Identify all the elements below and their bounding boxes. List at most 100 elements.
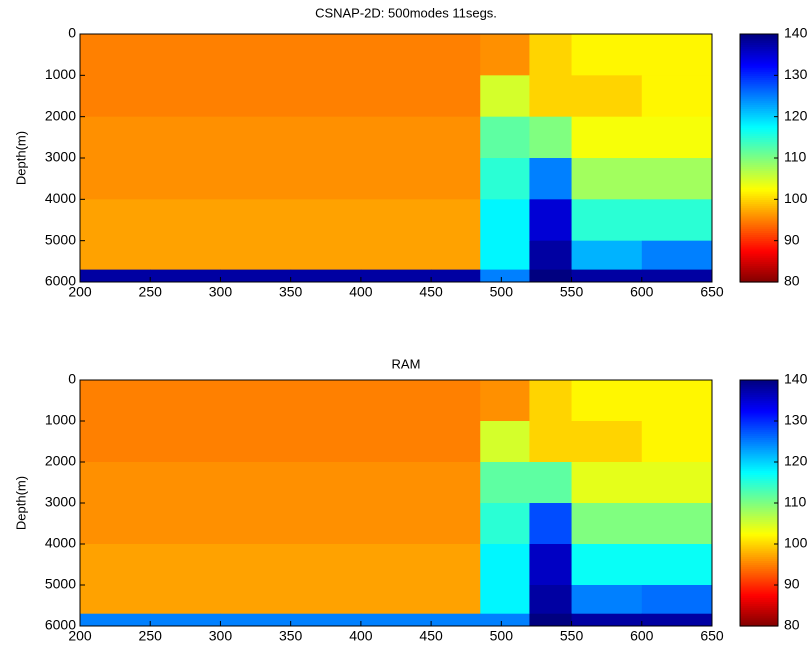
colorbar-swatch (740, 36, 778, 39)
heat-cell (220, 613, 292, 627)
heat-cell (150, 585, 221, 615)
colorbar-swatch (740, 191, 778, 194)
heat-cell (571, 544, 643, 586)
heat-cell (150, 199, 221, 242)
heat-cell (431, 613, 481, 627)
y-tick-label: 4000 (45, 190, 76, 206)
x-tick-label: 250 (139, 628, 163, 644)
colorbar-swatch (740, 153, 778, 157)
heat-cell (641, 75, 713, 118)
heat-cell (641, 462, 713, 504)
colorbar-swatch (740, 215, 778, 219)
colorbar-swatch (740, 201, 778, 205)
heat-cell (150, 34, 221, 76)
heat-cell (571, 240, 643, 271)
heat-cell (290, 585, 362, 615)
colorbar-swatch (740, 104, 778, 107)
heat-cell (641, 613, 713, 627)
colorbar-swatch (740, 127, 778, 130)
colorbar-swatch (740, 129, 778, 132)
heat-cell (431, 116, 481, 159)
heat-cell (80, 116, 151, 159)
heat-cell (529, 116, 573, 159)
colorbar-swatch (740, 269, 778, 273)
y-tick-label: 6000 (45, 273, 76, 289)
heat-cell (529, 199, 573, 242)
colorbar-swatch (740, 69, 778, 72)
colorbar-swatch (740, 529, 778, 533)
heat-cell (480, 462, 530, 504)
colorbar-swatch (740, 199, 778, 202)
colorbar-swatch (740, 211, 778, 215)
colorbar-swatch (740, 601, 778, 605)
heat-cell (360, 462, 432, 504)
colorbar-swatch (740, 83, 778, 87)
colorbar-swatch (740, 527, 778, 531)
heat-cell (150, 613, 221, 627)
colorbar-swatch (740, 445, 778, 449)
heat-cell (360, 75, 432, 118)
colorbar-swatch (740, 464, 778, 467)
heat-cell (529, 544, 573, 586)
colorbar-swatch (740, 178, 778, 182)
heat-cell (641, 544, 713, 586)
x-tick-label: 300 (209, 284, 233, 300)
heat-cell (529, 613, 573, 627)
colorbar-swatch (740, 279, 778, 283)
colorbar-swatch (740, 613, 778, 617)
colorbar-swatch (740, 556, 778, 559)
colorbar-swatch (740, 108, 778, 112)
colorbar-swatch (740, 253, 778, 256)
colorbar-swatch (740, 259, 778, 262)
y-tick-label: 3000 (45, 149, 76, 165)
colorbar-swatch (740, 519, 778, 523)
colorbar-swatch (740, 548, 778, 551)
colorbar-swatch (740, 384, 778, 387)
colorbar-swatch (740, 230, 778, 233)
colorbar-swatch (740, 509, 778, 512)
heat-cell (431, 199, 481, 242)
heat-cell (80, 585, 151, 615)
heat-cell (571, 421, 643, 463)
heat-cell (571, 503, 643, 545)
heat-cell (480, 158, 530, 200)
colorbar-tick-label: 100 (784, 535, 808, 551)
x-tick-label: 650 (700, 628, 724, 644)
colorbar-swatch (740, 89, 778, 93)
colorbar-swatch (740, 423, 778, 426)
colorbar-swatch (740, 44, 778, 47)
colorbar-swatch (740, 236, 778, 240)
colorbar-swatch (740, 494, 778, 498)
colorbar-swatch (740, 431, 778, 434)
colorbar-swatch (740, 488, 778, 492)
colorbar-swatch (740, 437, 778, 441)
chart-title: RAM (392, 356, 421, 371)
x-tick-label: 600 (630, 284, 654, 300)
colorbar-swatch (740, 398, 778, 402)
heat-cell (220, 503, 292, 545)
heat-cell (290, 380, 362, 422)
heat-cell (571, 116, 643, 159)
heat-cell (80, 613, 151, 627)
heat-cell (360, 421, 432, 463)
heat-cell (641, 240, 713, 271)
heat-cell (220, 240, 292, 271)
colorbar-swatch (740, 277, 778, 281)
colorbar-swatch (740, 623, 778, 627)
colorbar-swatch (740, 158, 778, 161)
heat-cell (529, 462, 573, 504)
colorbar-swatch (740, 112, 778, 116)
colorbar-swatch (740, 443, 778, 447)
heat-cell (80, 199, 151, 242)
heat-cell (571, 613, 643, 627)
heat-cell (529, 158, 573, 200)
colorbar-swatch (740, 102, 778, 105)
colorbar-swatch (740, 595, 778, 598)
colorbar-swatch (740, 482, 778, 486)
heat-cell (150, 269, 221, 283)
colorbar-swatch (740, 513, 778, 516)
x-tick-label: 650 (700, 284, 724, 300)
colorbar-tick-label: 90 (784, 576, 800, 592)
colorbar-swatch (740, 251, 778, 254)
chart-title: CSNAP-2D: 500modes 11segs. (315, 5, 497, 20)
